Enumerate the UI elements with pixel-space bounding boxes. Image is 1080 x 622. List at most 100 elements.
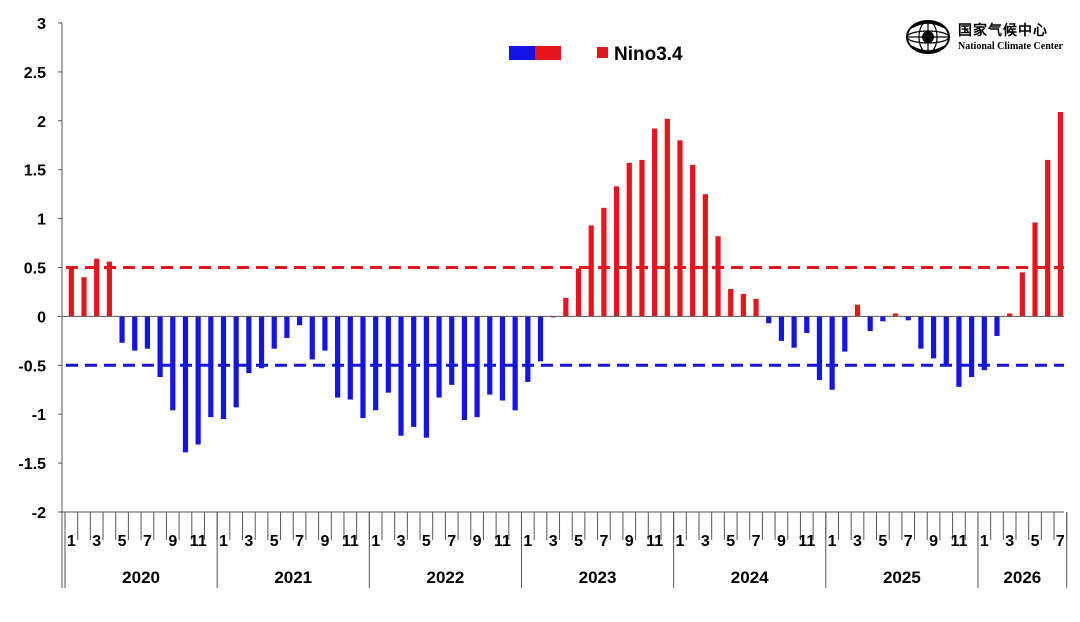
bar <box>322 316 328 351</box>
bar <box>1045 159 1051 317</box>
ncc-globe-logo-icon <box>906 20 950 54</box>
bar <box>119 316 125 343</box>
month-label: 5 <box>422 533 431 550</box>
bar <box>423 316 429 438</box>
month-label: 5 <box>118 533 127 550</box>
y-tick-label: 1.5 <box>24 163 46 180</box>
bar <box>728 289 734 317</box>
month-label: 1 <box>523 533 532 550</box>
bar <box>512 316 518 411</box>
legend-swatch-blue <box>509 46 535 60</box>
month-label: 3 <box>1005 533 1014 550</box>
bar <box>258 316 265 369</box>
bar <box>880 316 886 322</box>
legend-swatch-red <box>535 46 561 60</box>
bar <box>1007 313 1013 317</box>
month-label: 1 <box>219 533 228 550</box>
month-label: 7 <box>599 533 608 550</box>
bar <box>347 316 353 400</box>
month-label: 7 <box>295 533 304 550</box>
bar <box>816 316 823 380</box>
y-tick-label: 1 <box>37 212 46 229</box>
month-label: 5 <box>574 533 583 550</box>
month-label: 11 <box>190 533 207 550</box>
bar <box>398 316 404 436</box>
year-label: 2026 <box>1003 568 1041 587</box>
month-label: 9 <box>168 533 177 550</box>
y-tick-label: 2 <box>37 114 46 131</box>
bar <box>918 316 924 349</box>
bar <box>804 316 810 334</box>
month-label: 3 <box>853 533 862 550</box>
bar <box>791 316 797 348</box>
bar <box>690 164 696 317</box>
month-label: 5 <box>270 533 279 550</box>
y-tick-label: 0 <box>37 309 46 326</box>
logo-english-text: National Climate Center <box>958 41 1063 52</box>
bar <box>195 316 201 445</box>
bar <box>360 316 366 419</box>
bar <box>436 316 442 398</box>
month-label: 3 <box>397 533 406 550</box>
bar <box>867 316 873 332</box>
month-label: 11 <box>342 533 359 550</box>
year-label: 2023 <box>579 568 617 587</box>
bar <box>411 316 417 427</box>
bar <box>487 316 493 395</box>
y-tick-label: -0.5 <box>18 358 46 375</box>
bar <box>157 316 163 378</box>
bar <box>284 316 290 338</box>
bar <box>449 316 455 385</box>
month-label: 9 <box>625 533 634 550</box>
month-label: 7 <box>752 533 761 550</box>
bar <box>309 316 315 360</box>
bar <box>994 316 1000 336</box>
bar <box>208 316 214 418</box>
bar <box>956 316 962 387</box>
bar <box>1032 222 1038 317</box>
legend-series-swatch <box>597 47 608 58</box>
y-tick-label: 0.5 <box>24 261 46 278</box>
axes: 32.521.510.50-0.5-1-1.5-21 3 5 7 9 11 1 3 5 7 9 11 1… <box>18 16 1068 588</box>
y-tick-label: 2.5 <box>24 65 46 82</box>
month-label: 7 <box>904 533 913 550</box>
month-label: 5 <box>878 533 887 550</box>
month-label: 3 <box>92 533 101 550</box>
bar <box>613 186 620 317</box>
year-label: 2021 <box>274 568 312 587</box>
bar-series <box>68 112 1063 453</box>
month-label: 9 <box>929 533 938 550</box>
logo-chinese-text: 国家气候中心 <box>958 23 1048 39</box>
month-label: 9 <box>473 533 482 550</box>
month-label: 5 <box>1031 533 1040 550</box>
year-label: 2025 <box>883 568 921 587</box>
bar <box>94 258 100 317</box>
bar <box>474 316 480 418</box>
bar <box>373 316 379 411</box>
bar <box>385 316 391 393</box>
bar <box>132 316 138 351</box>
bar <box>233 316 239 408</box>
month-label: 11 <box>798 533 815 550</box>
bar <box>601 207 607 317</box>
bar <box>220 316 227 420</box>
bar <box>588 225 594 317</box>
bar <box>715 236 721 317</box>
month-label: 1 <box>371 533 380 550</box>
month-label: 1 <box>676 533 685 550</box>
year-label: 2022 <box>426 568 464 587</box>
y-tick-label: -1.5 <box>18 456 46 473</box>
month-label: 9 <box>777 533 786 550</box>
bar <box>575 268 582 317</box>
bar <box>537 316 544 362</box>
bar <box>766 316 772 324</box>
bar <box>829 316 835 390</box>
bar <box>525 316 531 382</box>
month-label: 3 <box>244 533 253 550</box>
bar <box>335 316 341 398</box>
bar <box>499 316 506 401</box>
month-label: 1 <box>980 533 989 550</box>
bar <box>930 316 937 359</box>
y-tick-label: -2 <box>32 505 46 522</box>
